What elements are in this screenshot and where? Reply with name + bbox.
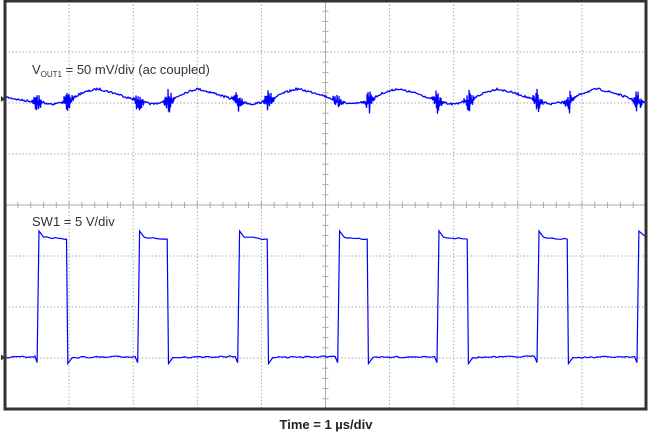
sw1-trace (4, 229, 647, 366)
vout1-ground-marker (1, 96, 5, 102)
sw1-label: SW1 = 5 V/div (32, 214, 115, 229)
sw1-ground-marker (1, 354, 5, 361)
vout1-label: VOUT1 = 50 mV/div (ac coupled) (32, 62, 210, 79)
grid (5, 1, 646, 409)
plot-frame (3, 0, 648, 411)
x-axis-label: Time = 1 µs/div (280, 417, 374, 432)
vout1-trace (4, 86, 647, 114)
